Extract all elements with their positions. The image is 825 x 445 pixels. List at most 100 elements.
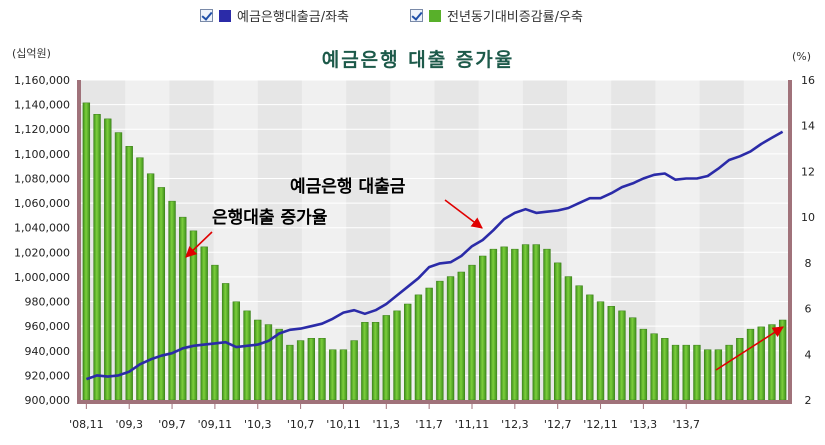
x-tick-label: '10,7 [287,418,315,431]
bar [286,344,294,401]
bar [393,310,401,401]
x-tick-label: '12,3 [501,418,529,431]
annotation-arrow-growth [185,231,213,258]
bar [468,264,476,401]
annotation-arrow-loans [444,199,483,229]
bar [189,230,198,401]
bar [725,344,733,401]
left-tick-label: 1,140,000 [14,99,70,112]
x-tick-label: '11,11 [455,418,490,431]
bar [232,301,241,401]
bar [200,246,208,401]
right-tick-labels: 2 4 6 8 10 12 14 16 [801,74,815,407]
legend-item-growth[interactable]: 전년동기대비증감률/우축 [410,6,583,25]
bar [414,294,423,401]
bar [157,187,166,401]
bar [778,319,787,401]
bar [618,310,626,401]
left-axis-unit: (십억원) [12,47,51,60]
bar [168,200,176,401]
series-line-loans [85,130,784,381]
right-tick-label: 2 [805,394,812,407]
left-tick-label: 1,020,000 [14,246,70,259]
bar [757,326,765,401]
annotation-growth: 은행대출 증가율 [212,208,328,228]
bar [436,280,444,401]
left-tick-label: 1,100,000 [14,148,70,161]
line-series [85,130,784,381]
bar [339,349,348,401]
right-axis-unit: (%) [792,50,811,63]
left-tick-label: 980,000 [25,296,71,309]
bar [554,262,562,401]
bar [361,322,369,401]
bar [296,340,305,401]
bar [521,244,530,401]
checkbox-growth[interactable] [410,9,423,22]
bar [682,344,690,401]
left-tick-label: 1,080,000 [14,172,70,185]
bar [104,118,112,401]
legend-swatch-loans [219,9,231,22]
left-tick-label: 940,000 [25,345,71,358]
bar [329,349,337,401]
left-tick-label: 1,160,000 [14,74,70,87]
right-tick-label: 10 [801,211,815,224]
bar [243,310,251,401]
x-axis-bar [77,400,792,404]
bar [211,264,219,401]
bar [82,102,91,401]
bar [639,328,648,401]
bar [179,216,187,401]
bar [350,340,358,401]
left-tick-labels: 900,000 920,000 940,000 960,000 980,000 1,000… [14,74,70,407]
x-tick-label: '08,11 [69,418,104,431]
right-axis-bar [788,80,792,400]
bar [596,301,605,401]
chart-legend: 예금은행대출금/좌축 전년동기대비증감률/우축 [0,0,825,30]
legend-swatch-growth [429,9,441,22]
bar [575,285,583,401]
legend-label-growth: 전년동기대비증감률/우축 [447,10,583,25]
x-tick-label: '12,7 [544,418,572,431]
bar [489,248,498,401]
bar [254,319,262,401]
left-axis-bar [77,80,81,400]
annotation-loans: 예금은행 대출금 [290,177,406,197]
x-tick-label: '10,11 [326,418,361,431]
bar [382,315,390,401]
bar [425,287,433,401]
bar [318,338,326,401]
legend-item-loans[interactable]: 예금은행대출금/좌축 [200,6,349,25]
left-tick-label: 900,000 [25,394,71,407]
right-tick-label: 6 [805,303,812,316]
bar [671,344,680,401]
x-tick-label: '12,11 [583,418,618,431]
bar [93,114,101,401]
bar [307,338,315,401]
bar [714,349,723,401]
right-tick-label: 12 [801,165,815,178]
bar [532,244,540,401]
bar [146,173,155,401]
left-tick-label: 920,000 [25,369,71,382]
annotation-arrow-recent [715,326,784,371]
bar [543,248,551,401]
x-tick-label: '13,3 [630,418,658,431]
x-tick-label: '09,3 [115,418,143,431]
checkbox-loans[interactable] [200,9,213,22]
right-tick-label: 16 [801,74,815,87]
x-tick-label: '10,3 [244,418,272,431]
bar [564,276,573,401]
legend-label-loans: 예금은행대출금/좌축 [237,10,350,25]
bar [500,246,508,401]
bar [703,349,712,401]
x-tick-label: '11,7 [415,418,443,431]
x-tick-label: '13,7 [672,418,700,431]
x-tick-label: '09,11 [198,418,233,431]
bar [114,132,123,401]
x-tick-labels: '08,11 '09,3 '09,7 '09,11 '10,3 '10,7 '10,11 '1… [69,403,700,431]
bar [457,271,465,401]
bar [479,255,487,401]
